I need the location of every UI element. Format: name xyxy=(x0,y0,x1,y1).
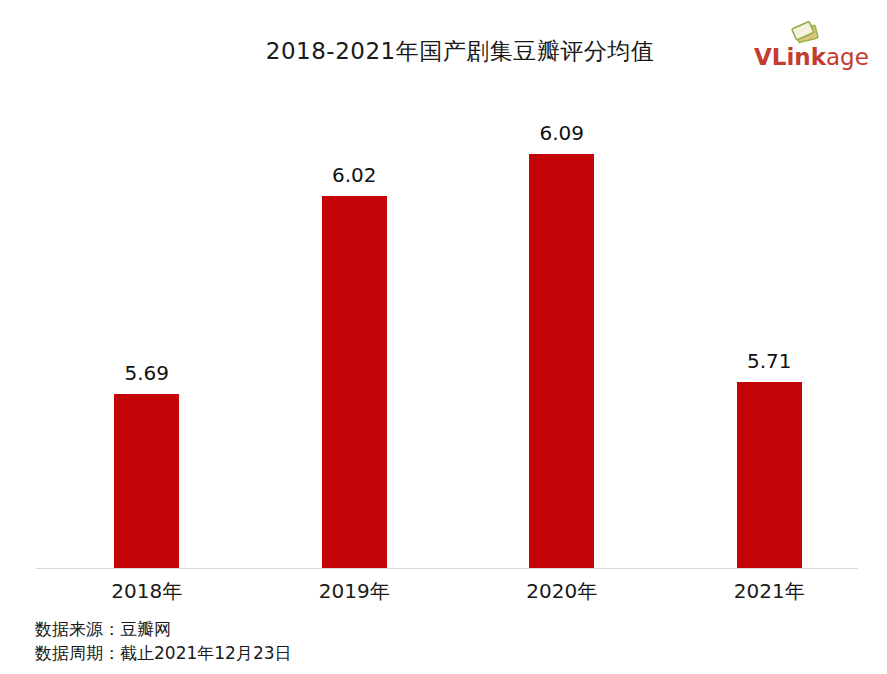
data-period: 数据周期：截止2021年12月23日 xyxy=(35,641,292,665)
bar xyxy=(322,196,387,568)
x-tick-label: 2020年 xyxy=(492,578,632,604)
x-axis-line xyxy=(36,568,858,569)
bar-chart: 5.69 2018年 6.02 2019年 6.09 2020年 5.71 2021年 xyxy=(0,0,887,674)
footer: 数据来源：豆瓣网 数据周期：截止2021年12月23日 xyxy=(35,617,292,665)
bar xyxy=(529,154,594,568)
x-tick-label: 2021年 xyxy=(699,578,839,604)
bar-value-label: 6.09 xyxy=(502,121,622,145)
x-tick-label: 2019年 xyxy=(284,578,424,604)
bar xyxy=(114,394,179,568)
data-source: 数据来源：豆瓣网 xyxy=(35,617,292,641)
bar-value-label: 5.69 xyxy=(87,361,207,385)
bar xyxy=(737,382,802,568)
x-tick-label: 2018年 xyxy=(77,578,217,604)
bar-value-label: 5.71 xyxy=(709,349,829,373)
chart-page: 2018-2021年国产剧集豆瓣评分均值 VLinkage 5.692018年6… xyxy=(0,0,887,674)
bar-value-label: 6.02 xyxy=(294,163,414,187)
